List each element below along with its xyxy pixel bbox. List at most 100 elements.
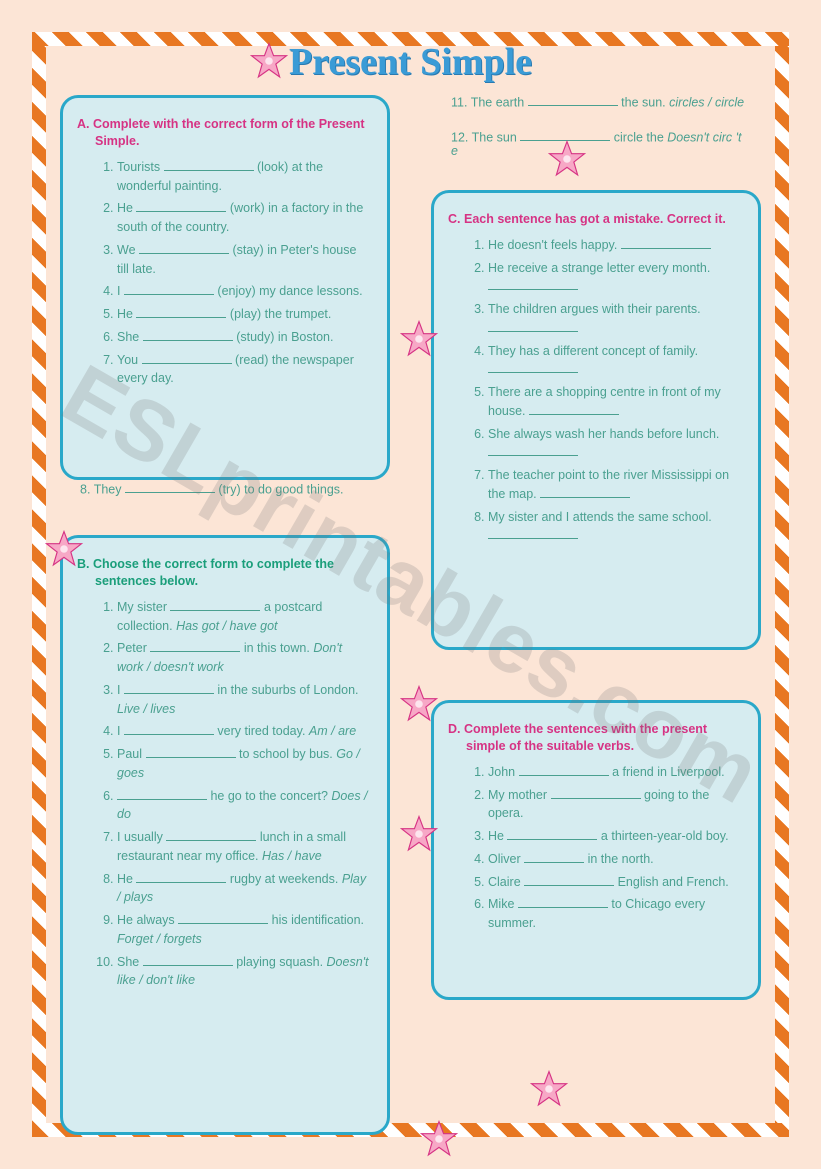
blank-line[interactable] bbox=[178, 913, 268, 924]
list-item: They has a different concept of family. bbox=[488, 342, 748, 380]
list-item: There are a shopping centre in front of … bbox=[488, 383, 748, 421]
list-item: She always wash her hands before lunch. bbox=[488, 425, 748, 463]
text: the sun. bbox=[618, 95, 669, 109]
list-item: He doesn't feels happy. bbox=[488, 236, 748, 255]
star-icon bbox=[400, 815, 438, 853]
section-d-list: John a friend in Liverpool. My mother goi… bbox=[448, 763, 748, 933]
section-c-box: C. Each sentence has got a mistake. Corr… bbox=[431, 190, 761, 650]
list-item: You (read) the newspaper every day. bbox=[117, 351, 377, 389]
list-item: He rugby at weekends. Play / plays bbox=[117, 870, 377, 908]
star-icon bbox=[530, 1070, 568, 1108]
list-item: I (enjoy) my dance lessons. bbox=[117, 282, 377, 301]
list-item: We (stay) in Peter's house till late. bbox=[117, 241, 377, 279]
list-item: Mike to Chicago every summer. bbox=[488, 895, 748, 933]
blank-line[interactable] bbox=[117, 788, 207, 799]
section-b-instruction: B. Choose the correct form to complete t… bbox=[77, 556, 377, 590]
option-text: Forget / forgets bbox=[117, 932, 202, 946]
list-item: My mother going to the opera. bbox=[488, 786, 748, 824]
section-letter: A. bbox=[77, 117, 90, 131]
list-item: She (study) in Boston. bbox=[117, 328, 377, 347]
section-d-box: D. Complete the sentences with the prese… bbox=[431, 700, 761, 1000]
blank-line[interactable] bbox=[136, 307, 226, 318]
section-a-instruction: A. Complete with the correct form of the… bbox=[77, 116, 377, 150]
item-b-12: 12. The sun circle the Doesn't circ 't e bbox=[451, 130, 751, 158]
list-item: Paul to school by bus. Go / goes bbox=[117, 745, 377, 783]
section-letter: C. bbox=[448, 212, 461, 226]
text: circle the bbox=[610, 130, 667, 144]
list-item: I in the suburbs of London. Live / lives bbox=[117, 681, 377, 719]
list-item: He (work) in a factory in the south of t… bbox=[117, 199, 377, 237]
blank-line[interactable] bbox=[164, 160, 254, 171]
item-b-11: 11. The earth the sun. circles / circle bbox=[451, 95, 751, 109]
section-a-box: A. Complete with the correct form of the… bbox=[60, 95, 390, 480]
section-a-list: Tourists (look) at the wonderful paintin… bbox=[77, 158, 377, 388]
option-text: Am / are bbox=[309, 724, 356, 738]
blank-line[interactable] bbox=[528, 95, 618, 106]
blank-line[interactable] bbox=[551, 787, 641, 798]
blank-line[interactable] bbox=[139, 243, 229, 254]
list-item: The children argues with their parents. bbox=[488, 300, 748, 338]
blank-line[interactable] bbox=[136, 871, 226, 882]
list-item: He a thirteen-year-old boy. bbox=[488, 827, 748, 846]
list-item: My sister a postcard collection. Has got… bbox=[117, 598, 377, 636]
item-number: 12. bbox=[451, 130, 468, 144]
blank-line[interactable] bbox=[146, 747, 236, 758]
item-a-8: 8. They (try) to do good things. bbox=[80, 482, 370, 496]
instruction-text: Choose the correct form to complete the … bbox=[93, 557, 334, 588]
instruction-text: Complete with the correct form of the Pr… bbox=[93, 117, 365, 148]
blank-line[interactable] bbox=[519, 765, 609, 776]
page-title: Present Simple bbox=[0, 40, 821, 84]
section-d-instruction: D. Complete the sentences with the prese… bbox=[448, 721, 748, 755]
blank-line[interactable] bbox=[524, 874, 614, 885]
option-text: Live / lives bbox=[117, 702, 175, 716]
blank-line[interactable] bbox=[540, 487, 630, 498]
blank-line[interactable] bbox=[488, 445, 578, 456]
star-icon bbox=[400, 685, 438, 723]
blank-line[interactable] bbox=[529, 404, 619, 415]
blank-line[interactable] bbox=[170, 600, 260, 611]
section-letter: D. bbox=[448, 722, 461, 736]
blank-line[interactable] bbox=[150, 641, 240, 652]
blank-line[interactable] bbox=[125, 482, 215, 493]
list-item: John a friend in Liverpool. bbox=[488, 763, 748, 782]
option-text: Has / have bbox=[262, 849, 322, 863]
text: (try) to do good things. bbox=[215, 482, 344, 496]
section-b-box: B. Choose the correct form to complete t… bbox=[60, 535, 390, 1135]
blank-line[interactable] bbox=[621, 238, 711, 249]
blank-line[interactable] bbox=[488, 321, 578, 332]
list-item: I very tired today. Am / are bbox=[117, 722, 377, 741]
list-item: She playing squash. Doesn't like / don't… bbox=[117, 953, 377, 991]
item-number: 11. bbox=[451, 95, 467, 109]
blank-line[interactable] bbox=[124, 284, 214, 295]
list-item: Peter in this town. Don't work / doesn't… bbox=[117, 639, 377, 677]
option-text: circles / circle bbox=[669, 95, 744, 109]
instruction-text: Complete the sentences with the present … bbox=[464, 722, 707, 753]
blank-line[interactable] bbox=[488, 362, 578, 373]
blank-line[interactable] bbox=[524, 852, 584, 863]
blank-line[interactable] bbox=[488, 528, 578, 539]
text: The earth bbox=[471, 95, 528, 109]
list-item: Oliver in the north. bbox=[488, 850, 748, 869]
section-c-instruction: C. Each sentence has got a mistake. Corr… bbox=[448, 211, 748, 228]
blank-line[interactable] bbox=[136, 201, 226, 212]
instruction-text: Each sentence has got a mistake. Correct… bbox=[464, 212, 726, 226]
list-item: he go to the concert? Does / do bbox=[117, 787, 377, 825]
text: The sun bbox=[472, 130, 521, 144]
star-icon bbox=[420, 1120, 458, 1158]
list-item: He receive a strange letter every month. bbox=[488, 259, 748, 297]
blank-line[interactable] bbox=[143, 954, 233, 965]
blank-line[interactable] bbox=[518, 897, 608, 908]
section-b-list: My sister a postcard collection. Has got… bbox=[77, 598, 377, 990]
blank-line[interactable] bbox=[488, 279, 578, 290]
blank-line[interactable] bbox=[166, 830, 256, 841]
blank-line[interactable] bbox=[507, 829, 597, 840]
blank-line[interactable] bbox=[124, 724, 214, 735]
blank-line[interactable] bbox=[143, 330, 233, 341]
list-item: Tourists (look) at the wonderful paintin… bbox=[117, 158, 377, 196]
blank-line[interactable] bbox=[124, 683, 214, 694]
star-icon bbox=[400, 320, 438, 358]
blank-line[interactable] bbox=[142, 352, 232, 363]
star-icon bbox=[548, 140, 586, 178]
list-item: My sister and I attends the same school. bbox=[488, 508, 748, 546]
text: They bbox=[94, 482, 125, 496]
